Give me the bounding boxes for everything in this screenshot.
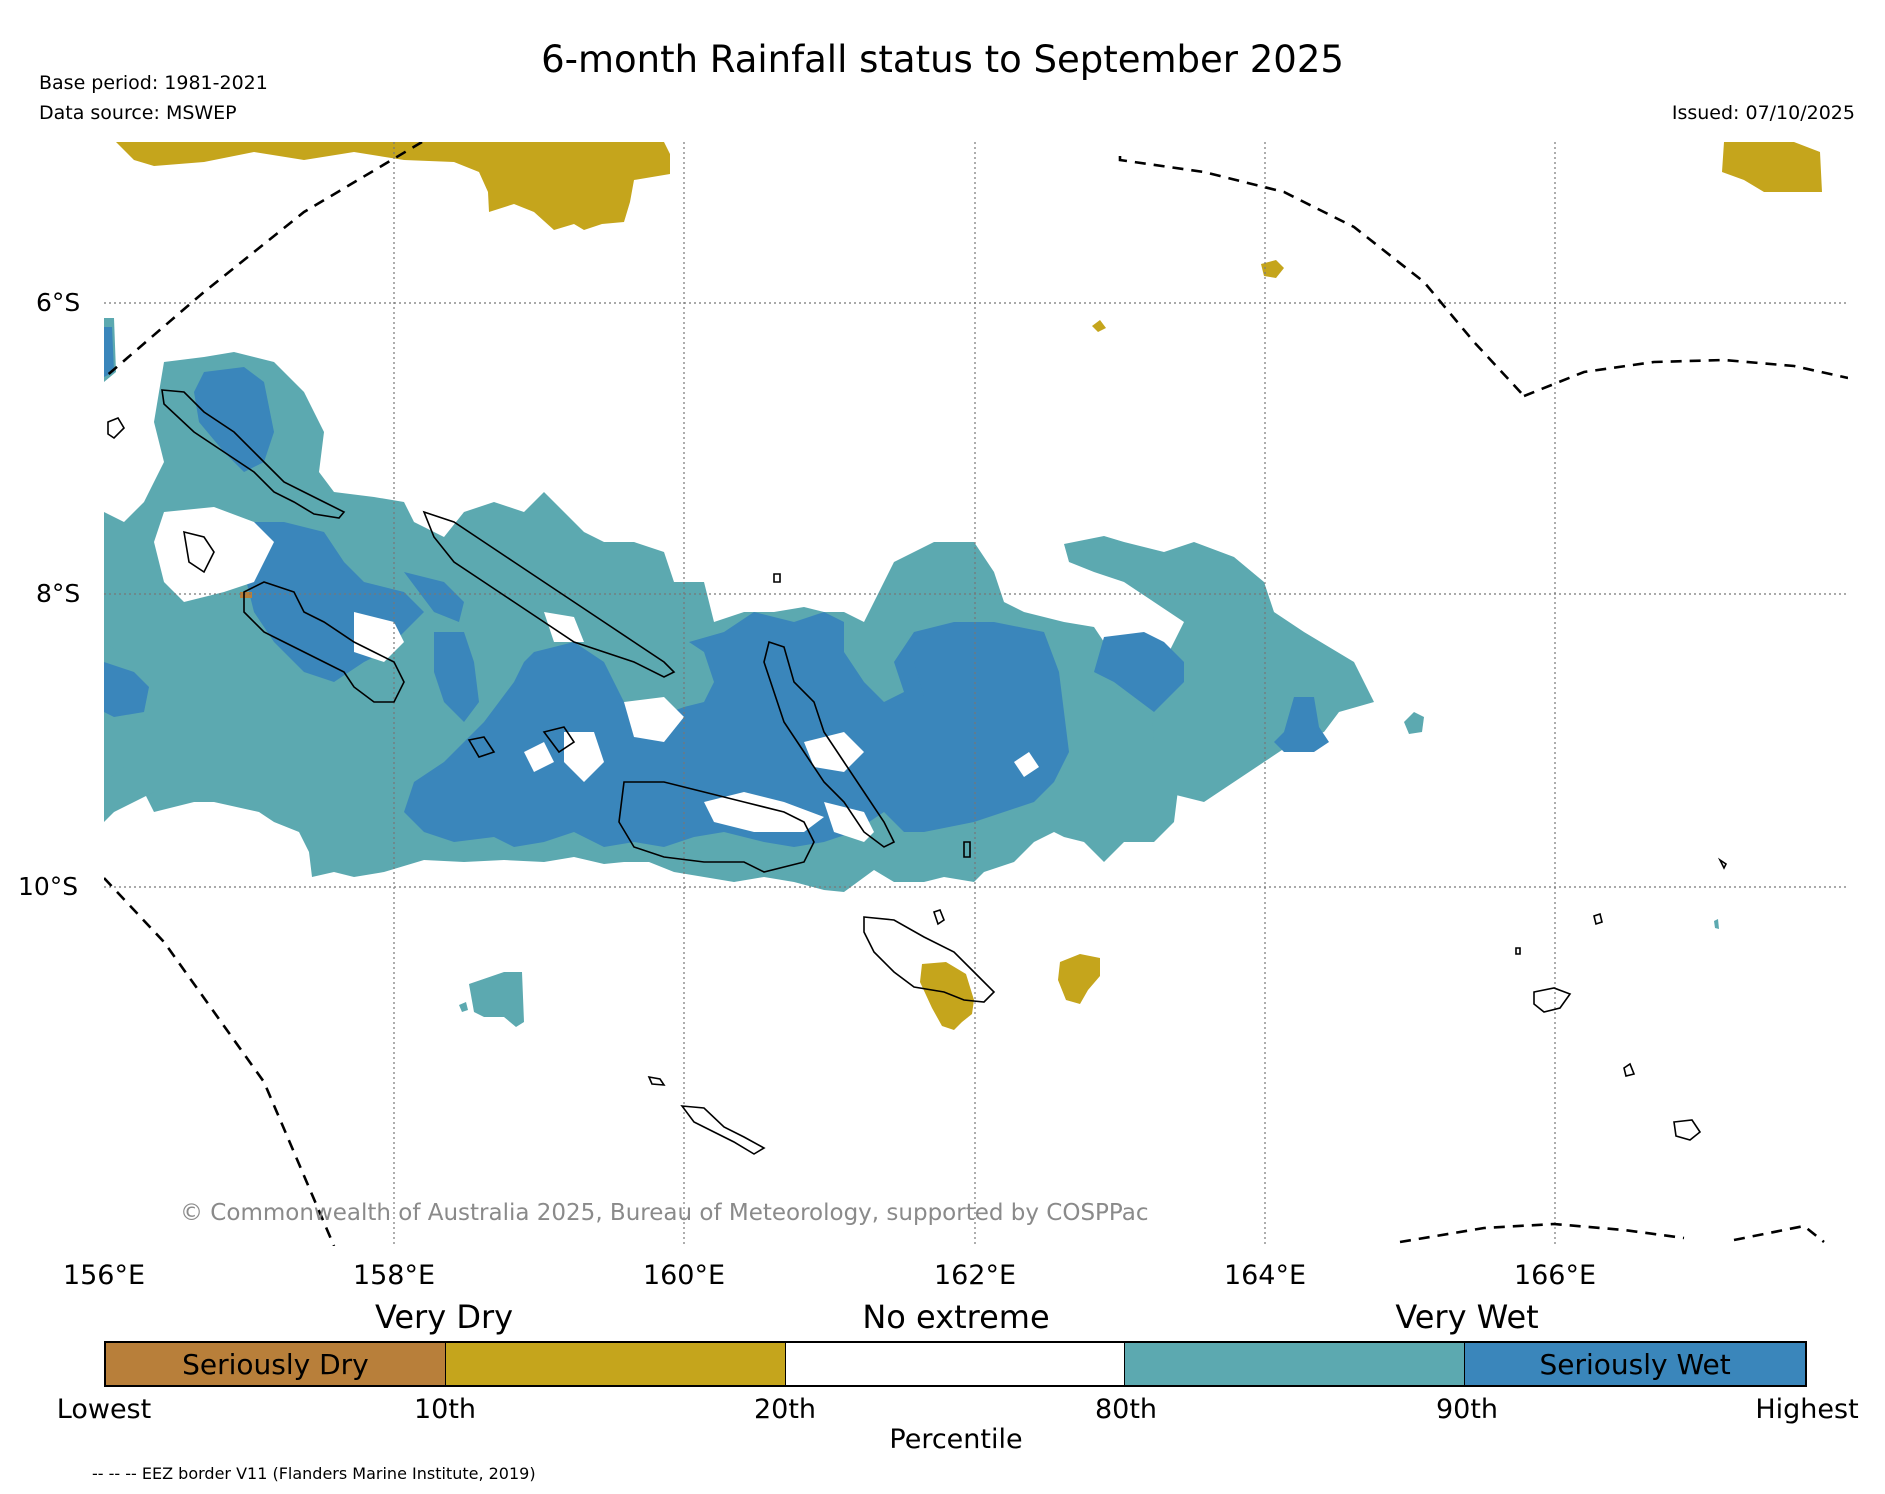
data-source: Data source: MSWEP [39, 102, 237, 124]
no-extreme-patches [154, 507, 1039, 842]
lon-label-162e: 162°E [933, 1260, 1017, 1291]
percentile-10th: 10th [413, 1394, 477, 1425]
lon-label-158e: 158°E [352, 1260, 436, 1291]
island-utupua [1623, 1062, 1636, 1077]
legend-very-wet: Very Wet [1395, 1298, 1539, 1336]
island-duff [1717, 857, 1728, 870]
island-vella [183, 530, 215, 574]
legend-very-dry: Very Dry [374, 1298, 514, 1336]
lon-label-166e: 166°E [1513, 1260, 1597, 1291]
lon-label-156e: 156°E [62, 1260, 146, 1291]
legend-seriously-dry: Seriously Dry [106, 1343, 446, 1385]
lat-label-10s: 10°S [18, 872, 79, 901]
base-period: Base period: 1981-2021 [39, 72, 268, 94]
seriously-dry-region [240, 592, 252, 598]
graticule [104, 142, 1848, 1246]
island-russell [467, 736, 496, 758]
island-santa-cruz [1533, 987, 1572, 1013]
island-florida [542, 726, 576, 754]
percentile-20th: 20th [753, 1394, 817, 1425]
percentile-lowest: Lowest [56, 1394, 152, 1425]
island-guadalcanal [618, 781, 815, 873]
island-ontong [773, 573, 781, 583]
island-bellona [647, 1075, 666, 1086]
legend-no-extreme: No extreme [862, 1298, 1050, 1336]
island-malaita [763, 640, 896, 848]
percentile-80th: 80th [1094, 1394, 1158, 1425]
island-new-georgia [243, 581, 405, 703]
legend-seriously-wet: Seriously Wet [1465, 1343, 1805, 1385]
island-small-west [107, 417, 126, 440]
percentile-90th: 90th [1435, 1394, 1499, 1425]
lon-label-164e: 164°E [1223, 1260, 1307, 1291]
copyright-notice: © Commonwealth of Australia 2025, Bureau… [180, 1200, 1149, 1226]
lat-label-8s: 8°S [36, 579, 81, 608]
legend-no-extreme-swatch [785, 1343, 1126, 1385]
eez-border [104, 142, 1848, 1246]
island-vanikoro [1673, 1119, 1702, 1141]
island-choiseul [161, 389, 346, 519]
percentile-axis-label: Percentile [889, 1424, 1023, 1455]
island-tinakula [1515, 947, 1521, 955]
legend-very-wet-swatch [1125, 1343, 1466, 1385]
coastlines [107, 389, 1728, 1155]
eez-footnote: -- -- -- EEZ border V11 (Flanders Marine… [92, 1464, 536, 1483]
seriously-wet-region [104, 327, 1329, 847]
percentile-highest: Highest [1755, 1394, 1859, 1425]
island-ugi [932, 909, 945, 926]
legend-colorbar: Seriously Dry Seriously Wet [104, 1341, 1807, 1387]
issued-date: Issued: 07/10/2025 [1671, 102, 1855, 124]
lon-label-160e: 160°E [642, 1260, 726, 1291]
map-title: 6-month Rainfall status to September 202… [541, 38, 1344, 81]
island-rennell [680, 1105, 766, 1155]
lat-label-6s: 6°S [36, 288, 81, 317]
legend-very-dry-swatch [445, 1343, 786, 1385]
island-makira [863, 916, 996, 1003]
island-isabel [422, 510, 676, 678]
island-sikaiana [963, 841, 971, 858]
rainfall-map [104, 142, 1848, 1246]
island-reef [1593, 912, 1603, 926]
very-dry-region [116, 142, 1822, 1030]
